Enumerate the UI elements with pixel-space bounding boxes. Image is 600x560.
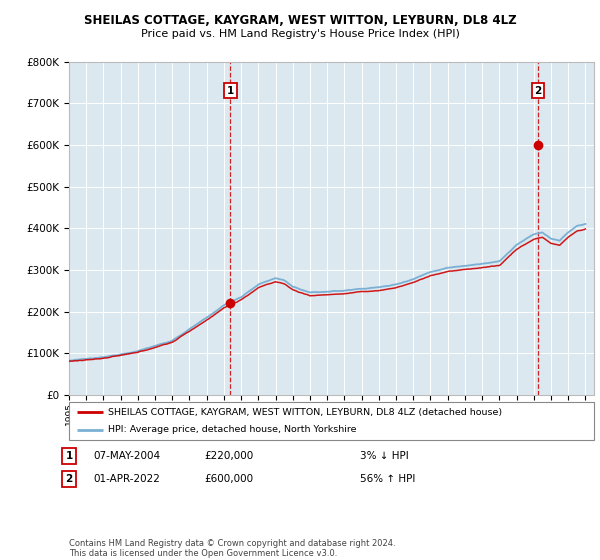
Text: 2: 2 bbox=[65, 474, 73, 484]
Text: 07-MAY-2004: 07-MAY-2004 bbox=[93, 451, 160, 461]
FancyBboxPatch shape bbox=[69, 402, 594, 440]
Text: 56% ↑ HPI: 56% ↑ HPI bbox=[360, 474, 415, 484]
Text: 3% ↓ HPI: 3% ↓ HPI bbox=[360, 451, 409, 461]
Text: 1: 1 bbox=[227, 86, 234, 96]
Text: SHEILAS COTTAGE, KAYGRAM, WEST WITTON, LEYBURN, DL8 4LZ: SHEILAS COTTAGE, KAYGRAM, WEST WITTON, L… bbox=[83, 14, 517, 27]
Text: HPI: Average price, detached house, North Yorkshire: HPI: Average price, detached house, Nort… bbox=[109, 425, 357, 434]
Text: £600,000: £600,000 bbox=[204, 474, 253, 484]
Text: Price paid vs. HM Land Registry's House Price Index (HPI): Price paid vs. HM Land Registry's House … bbox=[140, 29, 460, 39]
Text: SHEILAS COTTAGE, KAYGRAM, WEST WITTON, LEYBURN, DL8 4LZ (detached house): SHEILAS COTTAGE, KAYGRAM, WEST WITTON, L… bbox=[109, 408, 503, 417]
Text: Contains HM Land Registry data © Crown copyright and database right 2024.: Contains HM Land Registry data © Crown c… bbox=[69, 539, 395, 548]
Text: This data is licensed under the Open Government Licence v3.0.: This data is licensed under the Open Gov… bbox=[69, 549, 337, 558]
Text: 1: 1 bbox=[65, 451, 73, 461]
Text: 2: 2 bbox=[535, 86, 542, 96]
Text: £220,000: £220,000 bbox=[204, 451, 253, 461]
Text: 01-APR-2022: 01-APR-2022 bbox=[93, 474, 160, 484]
